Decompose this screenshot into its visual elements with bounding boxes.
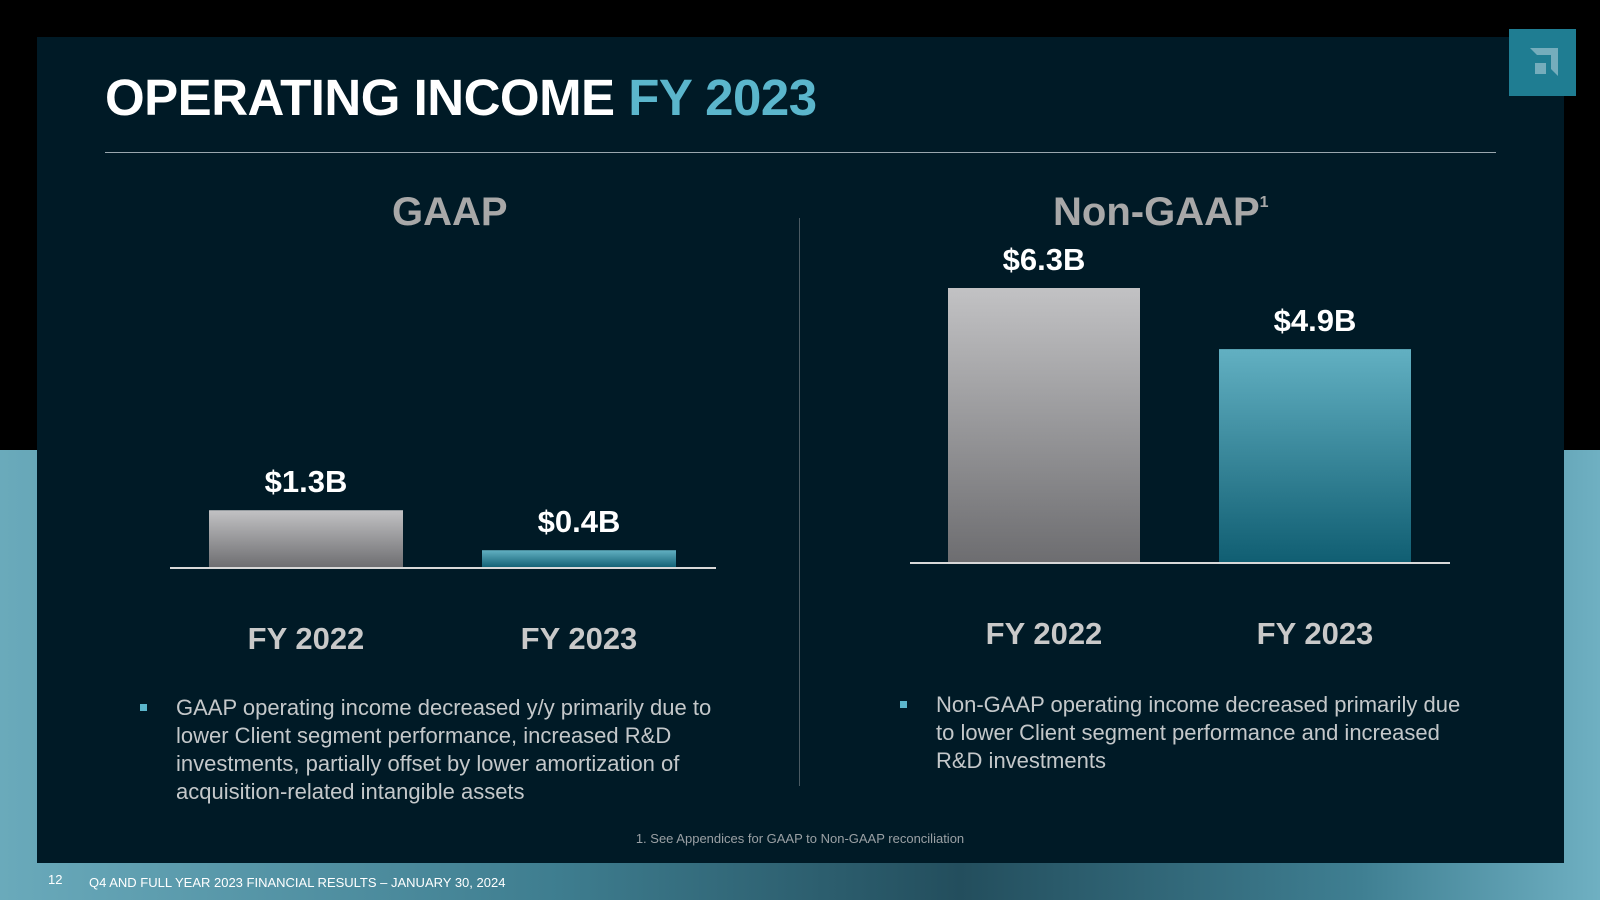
non-gaap-chart: $6.3B FY 2022 $4.9B FY 2023 (910, 242, 1450, 651)
bullet-marker (900, 701, 907, 708)
bar-fy-2022 (209, 510, 403, 568)
bullet-marker (140, 704, 147, 711)
non-gaap-bullet: Non-GAAP operating income decreased prim… (900, 691, 1480, 775)
gaap-panel-title: GAAP (392, 190, 508, 234)
category-label: FY 2023 (521, 621, 638, 656)
gaap-bullet-text: GAAP operating income decreased y/y prim… (176, 695, 712, 804)
title-divider (105, 152, 1496, 153)
category-label: FY 2022 (248, 621, 365, 656)
category-label: FY 2023 (1257, 616, 1374, 651)
footer-text: Q4 AND FULL YEAR 2023 FINANCIAL RESULTS … (89, 875, 506, 890)
panel-divider (799, 218, 800, 786)
bar-fy-2022 (948, 288, 1140, 563)
category-label: FY 2022 (986, 616, 1103, 651)
amd-logo-icon (1509, 29, 1576, 96)
gaap-chart: $1.3B FY 2022 $0.4B FY 2023 (170, 464, 716, 656)
footnote: 1. See Appendices for GAAP to Non-GAAP r… (635, 831, 965, 846)
gaap-bullet: GAAP operating income decreased y/y prim… (140, 694, 760, 806)
page-number: 12 (48, 872, 63, 887)
page-title: OPERATING INCOME FY 2023 (105, 68, 817, 127)
title-main: OPERATING INCOME (105, 69, 615, 126)
footnote-reference: 1 (1259, 194, 1269, 211)
title-accent: FY 2023 (628, 69, 817, 126)
data-label: $4.9B (1274, 303, 1357, 338)
data-label: $6.3B (1003, 242, 1086, 277)
data-label: $1.3B (265, 464, 348, 499)
non-gaap-bullet-text: Non-GAAP operating income decreased prim… (936, 692, 1461, 773)
bar-fy-2023 (1219, 349, 1411, 563)
bar-fy-2023 (482, 550, 676, 568)
data-label: $0.4B (538, 504, 621, 539)
non-gaap-panel-title: Non-GAAP1 (1053, 190, 1269, 234)
